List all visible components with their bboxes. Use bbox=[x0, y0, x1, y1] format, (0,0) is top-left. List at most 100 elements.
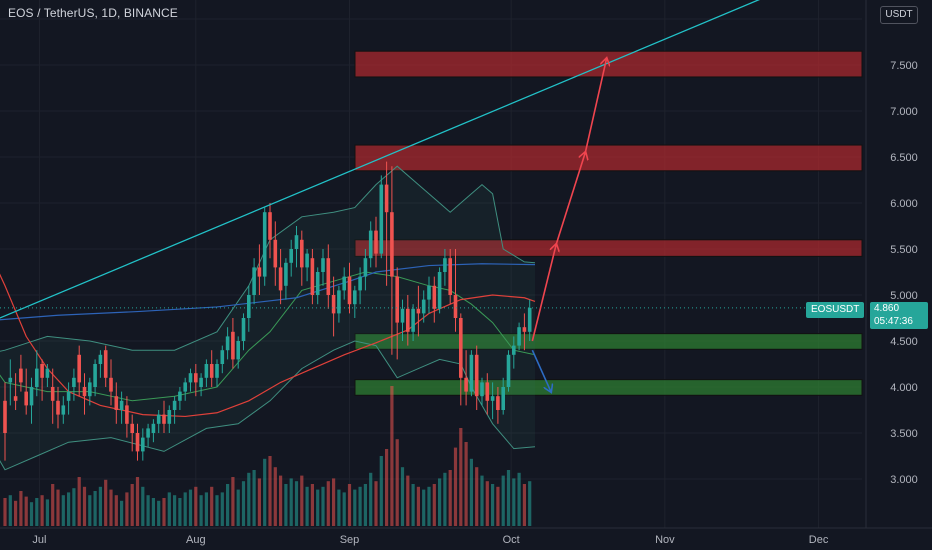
volume-bar bbox=[135, 477, 140, 526]
volume-bar bbox=[337, 489, 341, 526]
candle-body bbox=[241, 318, 246, 341]
volume-bar bbox=[496, 486, 500, 526]
candle-body bbox=[374, 230, 378, 254]
y-tick-label: 4.500 bbox=[890, 336, 918, 348]
volume-bar bbox=[215, 495, 219, 526]
volume-bar bbox=[332, 478, 336, 526]
candle-body bbox=[247, 295, 251, 318]
candle-body bbox=[453, 295, 458, 318]
volume-bar bbox=[358, 486, 362, 526]
volume-bar bbox=[310, 484, 314, 526]
volume-bar bbox=[98, 486, 102, 526]
volume-bar bbox=[151, 498, 155, 526]
volume-bar bbox=[427, 486, 431, 526]
volume-bar bbox=[24, 496, 28, 526]
currency-badge[interactable]: USDT bbox=[880, 6, 918, 24]
candle-body bbox=[109, 377, 113, 392]
projection-up-arrow bbox=[555, 152, 585, 245]
volume-bar bbox=[342, 492, 346, 526]
candle-body bbox=[252, 267, 256, 295]
y-tick-label: 7.500 bbox=[890, 60, 918, 72]
candle-body bbox=[231, 331, 235, 360]
candle-body bbox=[162, 414, 166, 424]
candle-body bbox=[225, 336, 230, 351]
volume-bar bbox=[226, 484, 230, 526]
candle-body bbox=[125, 405, 129, 424]
volume-bar bbox=[157, 500, 161, 526]
volume-bar bbox=[289, 478, 293, 526]
y-tick-label: 6.000 bbox=[890, 198, 918, 210]
volume-bar bbox=[19, 491, 23, 526]
volume-bar bbox=[459, 428, 463, 526]
volume-bar bbox=[517, 472, 521, 526]
candle-body bbox=[72, 377, 76, 387]
volume-bar bbox=[480, 475, 484, 526]
symbol-title[interactable]: EOS / TetherUS, 1D, BINANCE bbox=[8, 6, 178, 20]
volume-bar bbox=[491, 484, 495, 526]
candle-body bbox=[315, 272, 320, 295]
volume-bar bbox=[316, 489, 320, 526]
volume-bar bbox=[432, 484, 436, 526]
volume-bar bbox=[183, 492, 187, 526]
volume-bar bbox=[3, 498, 7, 526]
volume-bar bbox=[130, 484, 134, 526]
resistance-zone bbox=[354, 144, 863, 172]
candle-body bbox=[151, 423, 156, 433]
x-tick-label: Aug bbox=[186, 534, 206, 546]
volume-bar bbox=[199, 495, 203, 526]
y-tick-label: 4.000 bbox=[890, 382, 918, 394]
candle-body bbox=[156, 414, 161, 424]
volume-bar bbox=[178, 498, 182, 526]
trendline bbox=[0, 0, 760, 319]
bollinger-band-fill bbox=[0, 166, 535, 470]
candle-body bbox=[93, 364, 97, 387]
volume-bar bbox=[411, 484, 415, 526]
last-price-value: 4.860 bbox=[874, 303, 900, 314]
candle-body bbox=[459, 318, 463, 378]
volume-bar bbox=[8, 495, 12, 526]
volume-bar bbox=[469, 458, 473, 526]
volume-bar bbox=[29, 502, 34, 526]
candle-body bbox=[141, 437, 145, 452]
volume-bar bbox=[67, 492, 71, 526]
volume-bar bbox=[263, 458, 267, 526]
candle-body bbox=[395, 276, 399, 323]
candle-body bbox=[512, 345, 516, 355]
volume-bar bbox=[104, 479, 108, 526]
candle-body bbox=[294, 235, 299, 249]
candle-body bbox=[82, 387, 87, 397]
volume-bar bbox=[51, 484, 55, 526]
candle-body bbox=[278, 267, 283, 291]
volume-bar bbox=[146, 495, 150, 526]
volume-bar bbox=[82, 486, 87, 526]
volume-bar bbox=[231, 477, 235, 526]
volume-bar bbox=[321, 486, 325, 526]
volume-bar bbox=[464, 442, 468, 526]
candle-body bbox=[506, 354, 511, 387]
volume-bar bbox=[162, 498, 166, 526]
volume-bar bbox=[268, 456, 272, 526]
price-axis-bg bbox=[866, 0, 932, 550]
volume-bar bbox=[125, 492, 129, 526]
candle-body bbox=[268, 212, 272, 240]
candle-body bbox=[469, 354, 474, 392]
volume-bar bbox=[347, 484, 352, 526]
volume-bar bbox=[395, 439, 399, 526]
candle-body bbox=[421, 299, 426, 314]
x-tick-label: Nov bbox=[655, 534, 675, 546]
candle-body bbox=[480, 382, 484, 397]
volume-bar bbox=[512, 478, 516, 526]
volume-bar bbox=[522, 484, 526, 526]
volume-bar bbox=[485, 481, 489, 526]
volume-bar bbox=[114, 495, 118, 526]
volume-bar bbox=[416, 486, 420, 526]
candle-body bbox=[310, 258, 315, 295]
volume-bar bbox=[236, 489, 240, 526]
candle-body bbox=[300, 239, 304, 268]
candle-body bbox=[135, 433, 140, 452]
candle-body bbox=[183, 382, 187, 392]
candle-body bbox=[215, 364, 219, 378]
candle-body bbox=[98, 354, 103, 364]
